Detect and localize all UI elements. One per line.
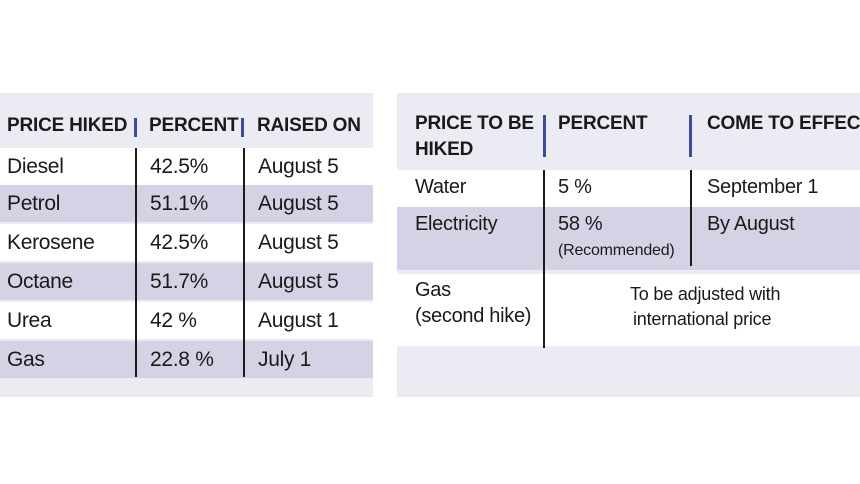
row-date: July 1 [258, 348, 312, 371]
table-row: Octane 51.7% August 5 [0, 263, 373, 300]
table-row: Water 5 % September 1 [397, 170, 860, 207]
table-row: Gas (second hike) To be adjusted with in… [397, 274, 860, 346]
column-divider [690, 170, 692, 266]
row-item: Diesel [7, 155, 64, 178]
header-come-to-effect: COME TO EFFECT [707, 113, 860, 134]
column-divider [135, 148, 137, 377]
header-divider [689, 115, 692, 157]
table-row: Electricity 58 % (Recommended) By August [397, 207, 860, 270]
header-divider [241, 118, 244, 137]
row-note: (Recommended) [558, 242, 675, 259]
row-percent: 42.5% [150, 155, 209, 178]
row-item: Petrol [7, 192, 61, 215]
row-item: Urea [7, 309, 52, 332]
table-row: Diesel 42.5% August 5 [0, 148, 373, 185]
row-effect: By August [707, 213, 795, 235]
header-divider [543, 115, 546, 157]
price-hiked-table: PRICE HIKED PERCENT RAISED ON Diesel 42.… [0, 93, 373, 397]
row-effect: To be adjusted with [630, 284, 781, 304]
header-price-hiked: PRICE HIKED [7, 115, 128, 136]
row-item: Gas [415, 279, 451, 301]
row-date: August 1 [258, 309, 339, 332]
header-percent: PERCENT [558, 113, 648, 134]
row-item: Gas [7, 348, 45, 371]
row-effect: September 1 [707, 176, 819, 198]
row-item: Electricity [415, 213, 498, 235]
row-percent: 51.1% [150, 192, 209, 215]
header-raised-on: RAISED ON [257, 115, 361, 136]
row-item: Octane [7, 270, 73, 293]
row-date: August 5 [258, 192, 339, 215]
row-item-note: (second hike) [415, 305, 532, 327]
row-percent: 42.5% [150, 231, 209, 254]
row-percent: 5 % [558, 176, 592, 198]
row-item: Kerosene [7, 231, 95, 254]
row-date: August 5 [258, 155, 339, 178]
row-percent: 58 % [558, 213, 603, 235]
header-price-to-be: PRICE TO BE [415, 113, 534, 134]
row-date: August 5 [258, 270, 339, 293]
column-divider [243, 148, 245, 377]
price-to-be-hiked-table: PRICE TO BE HIKED PERCENT COME TO EFFECT… [397, 93, 860, 397]
header-hiked: HIKED [415, 139, 474, 160]
row-percent: 22.8 % [150, 348, 214, 371]
table-row: Petrol 51.1% August 5 [0, 185, 373, 222]
row-percent: 51.7% [150, 270, 209, 293]
header-percent: PERCENT [149, 115, 239, 136]
row-effect: international price [633, 309, 772, 329]
table-row: Kerosene 42.5% August 5 [0, 224, 373, 261]
row-percent: 42 % [150, 309, 197, 332]
table-row: Urea 42 % August 1 [0, 302, 373, 339]
header-divider [134, 118, 137, 137]
table-row: Gas 22.8 % July 1 [0, 341, 373, 378]
row-item: Water [415, 176, 467, 198]
row-date: August 5 [258, 231, 339, 254]
column-divider [543, 170, 545, 348]
